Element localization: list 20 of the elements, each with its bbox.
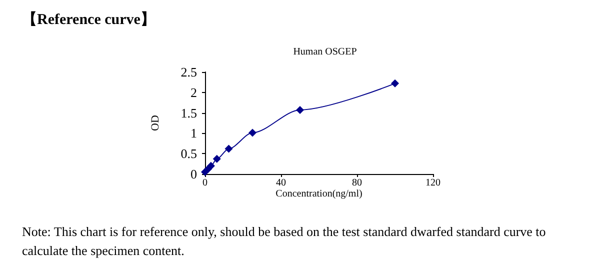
y-tick-label: 1	[190, 126, 197, 141]
point	[206, 162, 215, 170]
y-axis-title: OD	[150, 115, 162, 131]
x-tick-label: 120	[426, 178, 440, 188]
point	[296, 106, 304, 114]
y-tick-label: 1.5	[180, 105, 197, 120]
point	[212, 154, 221, 163]
chart-title: 【Reference curve】	[22, 10, 156, 29]
point	[391, 79, 399, 88]
x-tick-label: 80	[352, 178, 362, 188]
y-tick-label: 2	[190, 84, 197, 100]
y-tick-label: 2.5	[180, 64, 197, 80]
point	[248, 128, 256, 137]
chart-subtitle: Human OSGEP	[293, 46, 358, 58]
x-axis-title: Concentration(ng/ml)	[276, 188, 362, 200]
text: Note: This chart is for reference only, should be based on the test standard dwarfed standard curve to calculate the specimen content.	[22, 223, 547, 260]
point	[224, 144, 233, 153]
y-tick-label: 0.5	[180, 146, 197, 162]
x-tick-label: 40	[276, 178, 286, 188]
x-tick-label: 0	[202, 178, 208, 188]
